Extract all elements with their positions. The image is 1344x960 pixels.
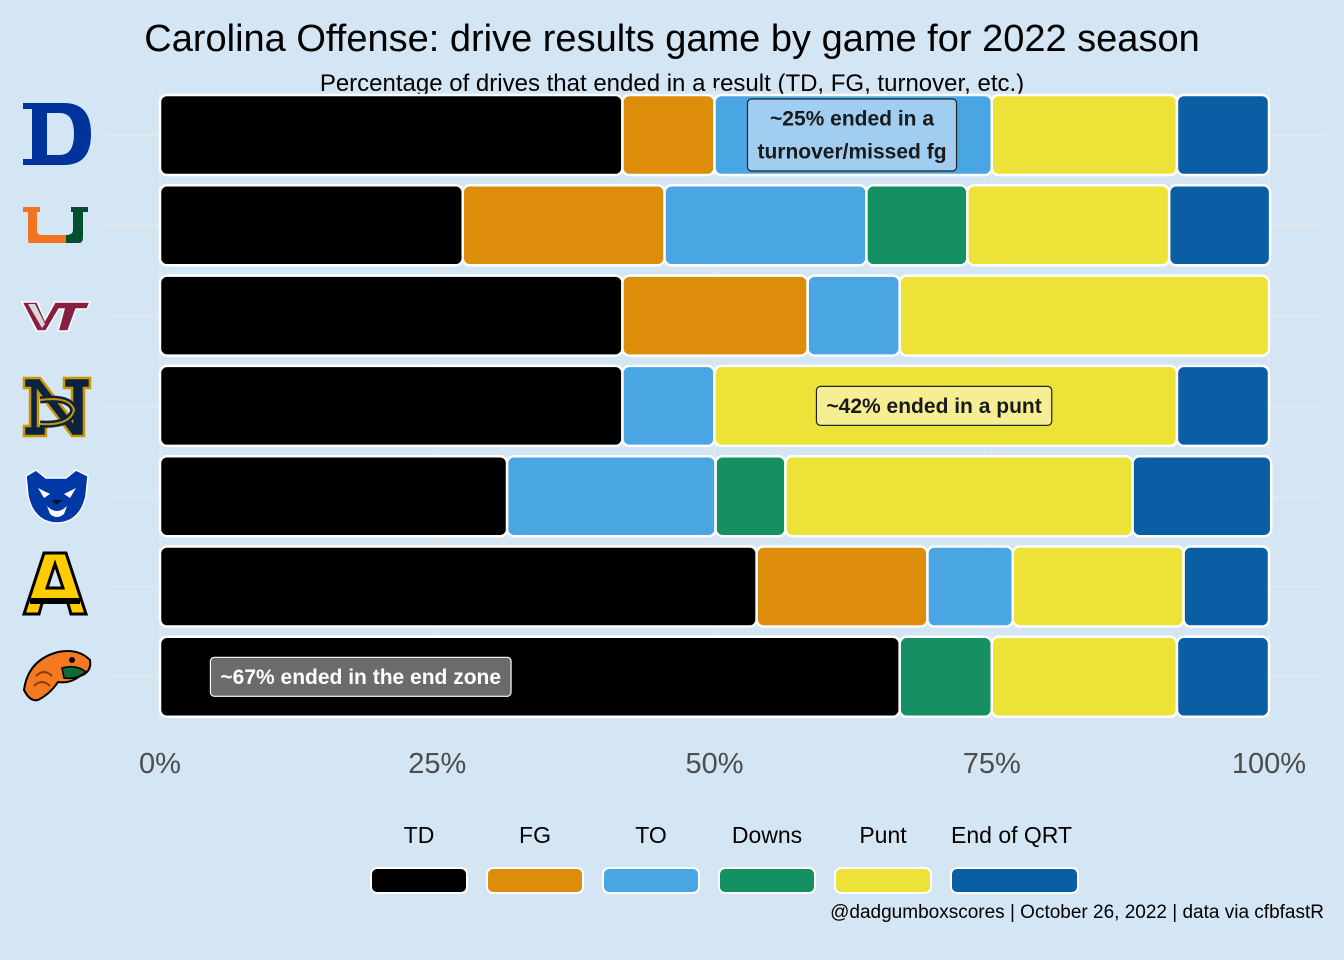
bar-segment	[158, 184, 465, 267]
legend-label: FG	[519, 822, 551, 848]
annotation-text: ~67% ended in the end zone	[220, 666, 501, 689]
legend-label: TO	[635, 822, 667, 848]
x-axis-ticks: 0% 25% 50% 75% 100%	[139, 748, 1306, 780]
legend-label: Punt	[859, 822, 907, 848]
bar-segment	[755, 545, 929, 628]
annotation-label: ~25% ended in a turnover/missed fg	[746, 98, 958, 172]
x-tick-label: 0%	[139, 748, 181, 780]
bar-segment	[1131, 454, 1273, 538]
x-tick-label: 50%	[685, 748, 743, 780]
legend-item: End of QRT	[950, 822, 1079, 894]
legend-label: Downs	[732, 822, 802, 848]
bar-segment	[926, 545, 1015, 628]
miami-u-logo	[23, 207, 88, 243]
bar-segment	[898, 274, 1271, 357]
legend-label: TD	[404, 822, 435, 848]
legend-swatch	[602, 867, 700, 894]
bar-segment	[621, 274, 809, 357]
legend-swatch	[486, 867, 584, 894]
bar-segment	[990, 635, 1179, 719]
chart-title: Carolina Offense: drive results game by …	[144, 18, 1200, 60]
legend-swatch	[718, 867, 816, 894]
bar-segment	[1175, 93, 1271, 177]
bar-segment	[461, 184, 666, 267]
legend-swatch	[950, 867, 1079, 894]
bar-segment	[505, 454, 717, 538]
bar-segment	[865, 184, 969, 267]
annotation-box	[209, 656, 512, 697]
bar-segment	[1182, 545, 1271, 628]
bar-segment	[1167, 184, 1272, 267]
legend-swatch	[834, 867, 932, 894]
annotation-text: turnover/missed fg	[757, 141, 946, 164]
bar-segment	[898, 635, 993, 719]
x-tick-label: 75%	[963, 748, 1021, 780]
bar-segment	[990, 93, 1179, 177]
bar-segment	[1175, 635, 1271, 719]
legend-item: Downs	[718, 822, 816, 894]
bar-segment	[158, 364, 624, 448]
annotation-label: ~67% ended in the end zone	[209, 656, 512, 697]
nd-logo	[22, 376, 92, 438]
annotation-box	[746, 98, 958, 172]
bar-segment	[158, 93, 624, 177]
annotation-text: ~42% ended in a punt	[826, 395, 1041, 418]
legend-item: TD	[370, 822, 468, 894]
x-tick-label: 25%	[408, 748, 466, 780]
legend-item: TO	[602, 822, 700, 894]
bar-segment	[158, 274, 624, 357]
bar-segment	[806, 274, 901, 357]
bar-segment	[621, 364, 716, 448]
annotation-label: ~42% ended in a punt	[815, 385, 1053, 426]
bar-segment	[663, 184, 868, 267]
legend-item: Punt	[834, 822, 932, 894]
bar-segment	[1011, 545, 1185, 628]
legend: TD FG TO Downs Punt End of QRT	[370, 822, 1079, 894]
legend-item: FG	[486, 822, 584, 894]
bar-segment	[784, 454, 1134, 538]
caption: @dadgumboxscores | October 26, 2022 | da…	[830, 902, 1324, 923]
team-logos	[20, 103, 92, 702]
annotation-text: ~25% ended in a	[770, 108, 934, 131]
annotations: ~25% ended in a turnover/missed fg ~42% en…	[209, 98, 1053, 697]
vt-logo	[20, 301, 92, 332]
bar-segment	[158, 454, 509, 538]
x-tick-label: 100%	[1232, 748, 1306, 780]
bar-segment	[621, 93, 716, 177]
app-state-a-logo	[21, 551, 89, 616]
bar-segment	[966, 184, 1171, 267]
legend-swatch	[370, 867, 468, 894]
bar-segment	[158, 545, 758, 628]
annotation-box	[815, 385, 1053, 426]
bar-segment	[1175, 364, 1271, 448]
duke-d-logo	[23, 103, 91, 165]
bar-segment	[714, 454, 787, 538]
panther-logo	[25, 469, 89, 524]
rattler-logo	[22, 650, 92, 702]
bars	[158, 93, 1273, 719]
legend-label: End of QRT	[951, 822, 1072, 848]
